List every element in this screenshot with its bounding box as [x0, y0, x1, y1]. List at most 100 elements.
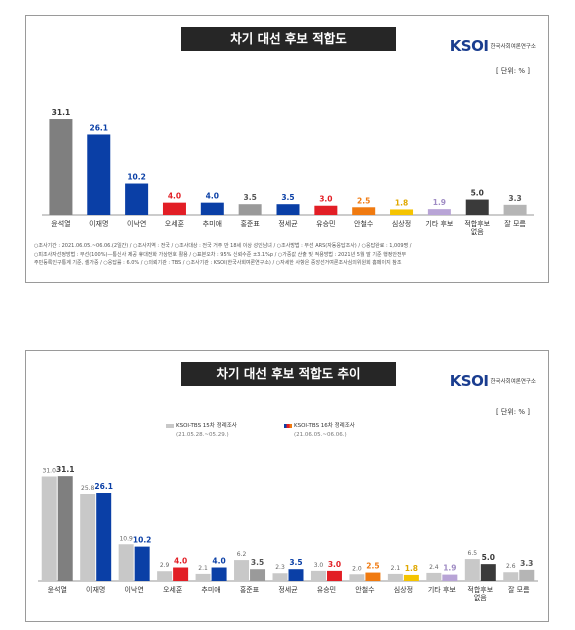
chart-panel-trend: 차기 대선 후보 적합도 추이 KSOI 한국사회여론연구소 [ 단위: % ]…: [25, 350, 549, 622]
data-label-prev: 2.0: [352, 565, 362, 572]
category-label: 정세균: [278, 585, 298, 594]
data-label-current: 10.2: [133, 536, 152, 545]
bar-current: [326, 570, 342, 581]
category-label: 잘 모름: [504, 220, 526, 228]
bar: [162, 202, 186, 215]
category-label: 홍준표: [240, 219, 260, 228]
legend-period: (21.05.28.~05.29.): [176, 432, 229, 438]
bar-current: [403, 574, 419, 581]
bar: [238, 204, 262, 215]
bar: [200, 202, 224, 215]
bar-current: [173, 567, 189, 581]
logo-subtitle: 한국사회여론연구소: [490, 44, 536, 50]
category-label: 기타 후보: [425, 219, 454, 228]
data-label-prev: 10.9: [119, 535, 133, 542]
data-label-prev: 2.1: [198, 565, 208, 572]
bar-prev: [80, 494, 96, 581]
bar-prev: [272, 573, 288, 581]
bar-current: [134, 546, 150, 581]
bar-current: [442, 574, 458, 581]
footnote-line: ○조사기간 : 2021.06.05.~06.06.(2일간) / ○조사지역 …: [34, 243, 412, 249]
data-label-prev: 2.9: [160, 562, 170, 569]
data-label-current: 4.0: [212, 557, 225, 566]
bar-chart-trend: 31.0 31.1 윤석열 25.8 26.1 이재명 10.9 10.2 이낙연 2.9 4.0 오…: [38, 465, 538, 602]
bar-current: [480, 564, 496, 581]
bar-prev: [234, 560, 250, 581]
bar-prev: [387, 573, 403, 581]
bar-prev: [195, 573, 211, 581]
data-label: 10.2: [127, 173, 146, 182]
category-label: 기타 후보: [428, 585, 457, 594]
bar-chart-current: 31.1 윤석열 26.1 이재명 10.2 이낙연 4.0 오세훈 4.0 추미애 3.5 홍준표 3…: [42, 108, 534, 236]
bar: [503, 204, 527, 215]
bar-current: [519, 569, 535, 581]
legend-swatch: [284, 423, 292, 428]
logo-mark: KSOI: [449, 37, 489, 55]
bar: [314, 205, 338, 215]
ksoi-logo: KSOI 한국사회여론연구소: [450, 371, 536, 391]
data-label-current: 3.5: [289, 558, 302, 567]
category-label: 잘 모름: [508, 586, 530, 594]
chart-title: 차기 대선 후보 적합도 추이: [181, 362, 396, 386]
data-label: 3.3: [508, 194, 521, 203]
category-label: 정세균: [278, 219, 298, 228]
legend-period: (21.06.05.~06.06.): [294, 432, 347, 438]
bar: [87, 134, 111, 215]
bar-current: [365, 572, 381, 581]
bar-prev: [349, 574, 365, 581]
category-label: 윤석열: [48, 585, 67, 594]
bar-prev: [464, 559, 480, 581]
unit-label: [ 단위: % ]: [495, 408, 530, 416]
bar-prev: [310, 570, 326, 581]
bar: [49, 119, 73, 215]
data-label-prev: 2.1: [391, 565, 401, 572]
survey-footnote: ○조사기간 : 2021.06.05.~06.06.(2일간) / ○조사지역 …: [34, 242, 544, 268]
data-label: 3.5: [281, 193, 294, 202]
category-label: 오세훈: [163, 585, 183, 594]
bar-prev: [503, 572, 519, 581]
bar-current: [57, 476, 73, 581]
data-label-current: 26.1: [94, 482, 113, 491]
bar-prev: [41, 476, 57, 581]
data-label-current: 3.5: [251, 558, 264, 567]
bar: [125, 183, 149, 215]
legend-item-15th: KSOI-TBS 15차 정례조사 (21.05.28.~05.29.): [166, 421, 237, 438]
bar-prev: [426, 572, 442, 581]
category-label: 추미애: [201, 585, 220, 594]
logo-mark: KSOI: [449, 372, 489, 390]
data-label-prev: 2.3: [275, 564, 285, 571]
data-label-current: 2.5: [366, 562, 379, 571]
data-label-current: 1.8: [405, 564, 418, 573]
category-label: 유승민: [317, 585, 336, 594]
data-label-current: 3.0: [328, 560, 341, 569]
category-label: 안철수: [354, 219, 374, 228]
category-label: 추미애: [203, 219, 222, 228]
bar-current: [96, 493, 112, 581]
data-label-current: 4.0: [174, 557, 187, 566]
category-label: 오세훈: [165, 219, 185, 228]
data-label-prev: 31.0: [43, 467, 57, 474]
category-label: 심상정: [392, 219, 411, 228]
category-label: 심상정: [394, 585, 413, 594]
bar-prev: [157, 571, 173, 581]
category-label: 유승민: [316, 219, 335, 228]
data-label-prev: 6.2: [237, 551, 247, 558]
bar-prev: [118, 544, 134, 581]
bar-current: [288, 569, 304, 581]
bar: [427, 209, 451, 215]
data-label-prev: 2.4: [429, 564, 439, 571]
data-label: 1.9: [433, 198, 446, 207]
data-label: 26.1: [90, 123, 109, 132]
data-label: 3.0: [319, 195, 332, 204]
category-label: 적합후보: [464, 219, 490, 228]
data-label-prev: 3.0: [314, 562, 324, 569]
category-label: 이낙연: [124, 585, 143, 594]
data-label-prev: 2.6: [506, 563, 516, 570]
data-label-current: 31.1: [56, 465, 75, 474]
unit-label: [ 단위: % ]: [495, 67, 530, 75]
category-label: 이낙연: [127, 219, 146, 228]
legend-label: KSOI-TBS 16차 정례조사: [294, 423, 355, 429]
category-label: 이재명: [89, 219, 108, 228]
footnote-line: ○피조사자선정방법 : 무선(100%)—통신사 제공 휴대전화 가상번호 활용…: [34, 251, 407, 258]
category-label: 적합후보: [467, 585, 493, 594]
